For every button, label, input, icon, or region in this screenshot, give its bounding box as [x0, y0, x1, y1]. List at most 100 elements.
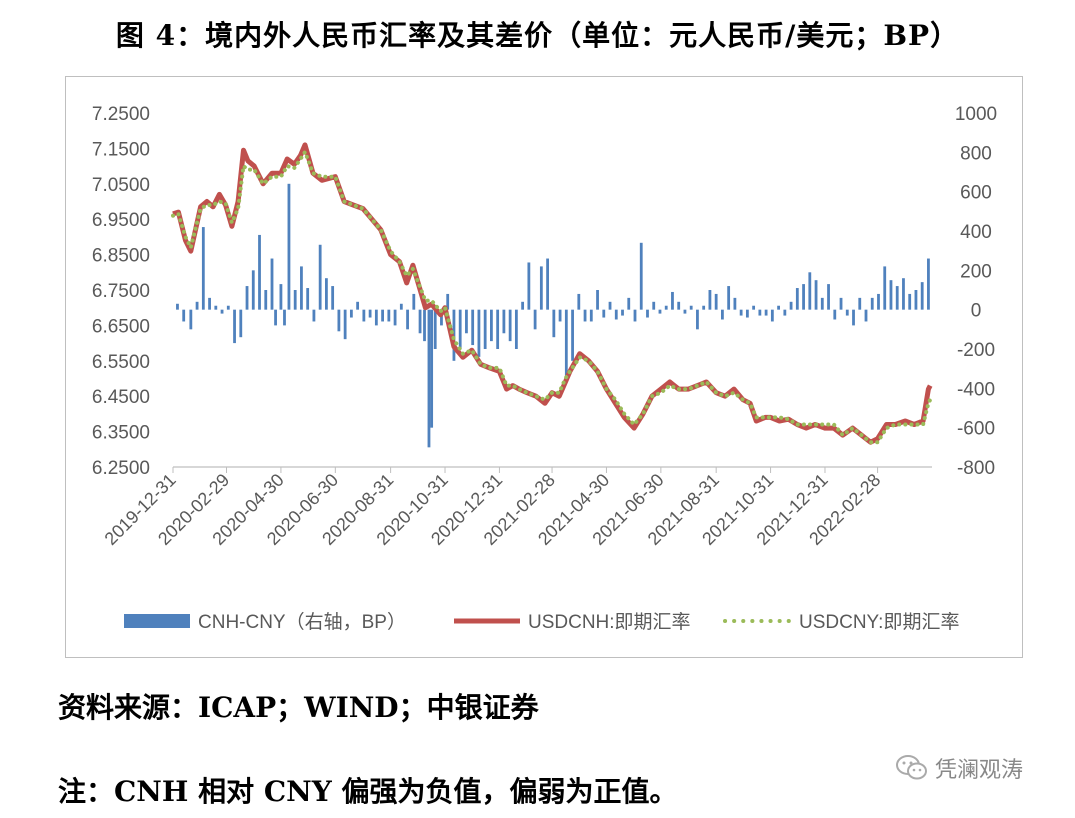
spread-bar	[671, 291, 674, 310]
y-left-tick-label: 6.4500	[92, 387, 150, 408]
spread-bar	[483, 309, 487, 349]
spread-bar	[514, 309, 518, 349]
spread-bar	[696, 309, 699, 330]
spread-bar	[908, 293, 912, 310]
spread-bar	[521, 301, 525, 310]
spread-bar	[440, 309, 443, 326]
y-right-tick-label: 800	[960, 143, 992, 164]
spread-bar	[927, 258, 930, 310]
spread-bar	[571, 309, 574, 361]
spread-bar	[458, 309, 462, 349]
spread-bar	[546, 258, 549, 310]
usdcny-line	[171, 147, 933, 445]
spread-bar	[423, 309, 426, 342]
spread-bar	[331, 286, 335, 310]
spread-bar	[883, 266, 887, 310]
spread-bar	[490, 309, 493, 342]
spread-bar	[808, 272, 812, 310]
spread-bar	[889, 280, 893, 310]
spread-bar	[239, 309, 243, 338]
spread-bar	[602, 309, 606, 318]
y-right-tick-label: -200	[957, 340, 995, 361]
spread-bar	[195, 301, 199, 310]
spread-bar	[412, 293, 416, 310]
legend-cnh-cny-swatch	[124, 614, 190, 628]
watermark: 凭澜观涛	[895, 752, 1023, 784]
y-left-tick-label: 6.6500	[92, 316, 150, 337]
axis-layer	[172, 466, 932, 473]
spread-bar	[758, 309, 762, 316]
spread-bar	[558, 309, 562, 322]
spread-bar	[764, 309, 768, 316]
spread-bar	[406, 309, 409, 330]
spread-bar	[325, 278, 328, 310]
spread-bar	[533, 309, 537, 330]
spread-bar	[783, 309, 787, 316]
spread-bar	[337, 309, 341, 332]
spread-bar	[689, 305, 693, 310]
spread-bar	[201, 227, 205, 310]
spread-bar	[539, 266, 543, 310]
spread-bar	[274, 309, 277, 326]
spread-bar	[596, 290, 599, 310]
spread-bar	[914, 290, 918, 310]
spread-bar	[349, 309, 353, 318]
spread-bar	[287, 183, 291, 310]
spread-bar	[446, 293, 450, 310]
spread-bar	[583, 309, 587, 322]
spread-bar	[258, 234, 261, 310]
spread-bar	[721, 309, 724, 320]
spread-bar	[233, 309, 236, 344]
spread-bar	[245, 286, 249, 310]
spread-bars	[176, 183, 930, 448]
spread-bar	[621, 309, 624, 316]
spread-bar	[814, 280, 818, 310]
spread-bar	[864, 309, 868, 322]
spread-bar	[770, 309, 774, 322]
spread-bar	[368, 309, 372, 318]
spread-bar	[789, 301, 793, 310]
spread-bar	[577, 293, 581, 310]
y-left-tick-label: 6.7500	[92, 281, 150, 302]
spread-bar	[589, 309, 593, 322]
spread-bar	[777, 305, 780, 310]
spread-bar	[527, 262, 531, 310]
exchange-rate-chart: 7.2500 7.1500 7.0500 6.9500 6.8500 6.7500 6.65…	[92, 104, 997, 633]
spread-bar	[614, 309, 618, 320]
spread-bar	[727, 286, 731, 310]
spread-bar	[677, 301, 681, 310]
spread-bar	[427, 309, 431, 448]
spread-bar	[564, 309, 568, 383]
y-right-tick-label: 200	[960, 261, 992, 282]
figure-title: 图 4：境内外人民币汇率及其差价（单位：元人民币/美元；BP）	[115, 19, 960, 52]
spread-bar	[802, 284, 805, 310]
spread-bar	[251, 270, 255, 310]
spread-bar	[902, 278, 905, 310]
spread-bar	[477, 309, 481, 357]
spread-bar	[318, 244, 322, 310]
spread-bar	[471, 309, 475, 346]
spread-bar	[430, 309, 434, 428]
spread-bar	[502, 309, 506, 334]
y-right-tick-label: 1000	[955, 104, 997, 125]
spread-bar	[279, 284, 283, 310]
spread-bar	[176, 303, 179, 310]
spread-bar	[852, 309, 855, 326]
spread-bar	[652, 301, 656, 310]
spread-bar	[745, 309, 749, 318]
spread-bar	[752, 305, 756, 310]
spread-bar	[833, 309, 837, 320]
spread-bar	[820, 297, 824, 310]
spread-bar	[418, 309, 422, 334]
legend: CNH-CNY（右轴，BP） USDCNH:即期汇率 USDCNY:即期汇率	[124, 611, 959, 633]
spread-bar	[739, 309, 743, 316]
spread-bar	[283, 309, 286, 326]
y-right-tick-label: 400	[960, 222, 992, 243]
spread-bar	[452, 309, 456, 361]
spread-bar	[858, 297, 862, 310]
spread-bar	[683, 309, 687, 314]
spread-bar	[639, 242, 643, 310]
spread-bar	[343, 309, 347, 340]
legend-cnh-cny-label: CNH-CNY（右轴，BP）	[198, 611, 406, 633]
spread-bar	[895, 286, 899, 310]
